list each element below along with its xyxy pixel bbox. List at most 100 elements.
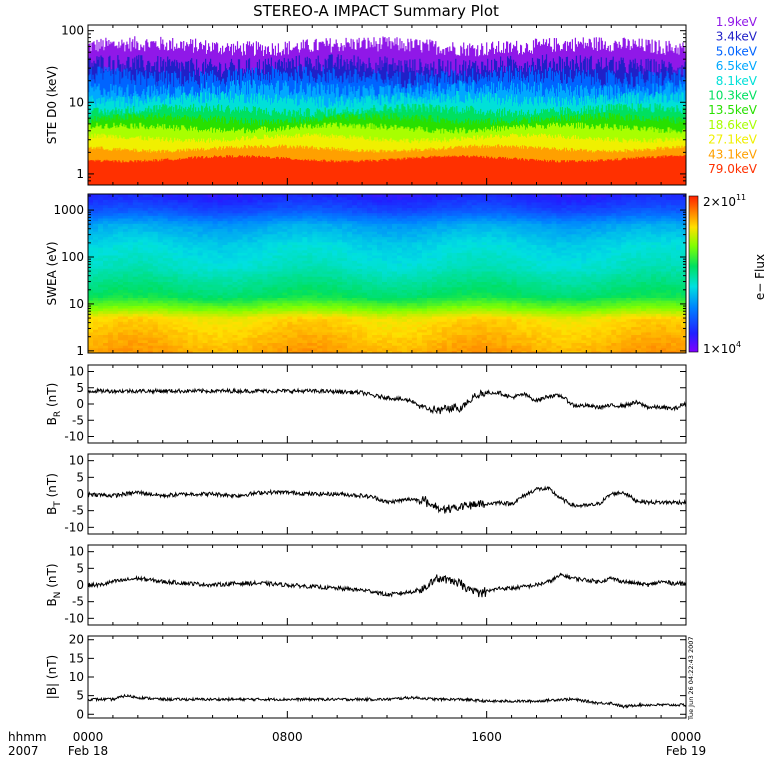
swea-cell [586,297,592,301]
swea-cell [367,350,373,353]
swea-cell [431,260,438,264]
swea-cell [357,284,363,288]
swea-cell [501,268,508,272]
swea-cell [596,249,602,253]
swea-cell [107,339,114,343]
swea-cell [192,347,199,351]
swea-cell [581,300,587,304]
swea-cell [397,254,403,259]
swea-cell [192,297,199,301]
swea-cell [546,297,553,301]
swea-cell [611,334,617,338]
swea-cell [426,265,433,269]
swea-cell [147,281,154,285]
swea-cell [541,307,548,312]
swea-cell [272,289,278,293]
swea-cell [307,281,313,285]
swea-cell [661,339,667,343]
swea-cell [157,347,164,351]
swea-cell [406,276,413,280]
swea-cell [596,273,602,277]
swea-cell [586,329,592,333]
swea-cell [202,334,209,338]
swea-cell [431,244,438,248]
swea-cell [337,334,343,338]
swea-cell [192,334,199,338]
swea-cell [117,281,124,285]
swea-cell [636,313,642,317]
swea-cell [352,307,358,312]
swea-cell [342,273,348,277]
swea-cell [501,300,508,304]
swea-cell [362,294,368,298]
swea-cell [646,350,652,353]
swea-cell [197,262,204,267]
swea-cell [466,268,473,272]
swea-cell [327,257,333,261]
swea-cell [656,247,662,251]
swea-cell [157,268,164,272]
swea-cell [626,326,632,330]
swea-cell [127,347,134,351]
swea-cell [606,281,612,285]
swea-cell [277,244,283,248]
swea-cell [192,300,199,304]
swea-cell [162,278,169,282]
swea-cell [481,254,488,259]
swea-cell [302,284,308,288]
swea-cell [112,268,119,272]
swea-cell [496,260,503,264]
swea-cell [446,310,453,314]
swea-cell [546,318,553,322]
swea-cell [387,321,393,325]
swea-cell [586,302,592,306]
swea-cell [217,284,224,288]
swea-cell [611,276,617,280]
swea-cell [377,329,383,333]
swea-cell [207,265,214,269]
swea-cell [367,307,373,312]
swea-cell [88,318,94,322]
swea-cell [292,305,298,309]
swea-cell [103,284,109,288]
swea-cell [586,249,592,253]
swea-cell [616,268,622,272]
swea-cell [297,329,303,333]
swea-cell [172,302,179,306]
swea-cell [197,294,204,298]
swea-cell [262,315,268,320]
swea-cell [177,284,184,288]
swea-cell [491,318,498,322]
swea-cell [302,278,308,282]
swea-cell [347,254,353,259]
swea-cell [661,326,667,330]
swea-cell [636,273,642,277]
swea-cell [651,270,657,275]
swea-cell [367,334,373,338]
swea-cell [606,294,612,298]
swea-cell [601,292,607,296]
swea-cell [576,345,582,349]
swea-cell [222,323,229,328]
swea-cell [397,331,403,335]
swea-cell [217,254,224,259]
swea-cell [167,276,174,280]
swea-cell [426,310,433,314]
swea-cell [461,257,468,261]
swea-cell [317,294,323,298]
swea-cell [103,315,109,320]
swea-cell [127,342,134,346]
swea-cell [137,310,144,314]
swea-cell [481,292,488,296]
swea-cell [132,326,139,330]
swea-cell [641,254,647,259]
swea-cell [491,307,498,312]
swea-cell [197,329,204,333]
swea-cell [302,297,308,301]
swea-cell [187,315,194,320]
swea-cell [416,305,423,309]
swea-cell [406,313,413,317]
swea-cell [227,310,234,314]
swea-cell [526,307,533,312]
swea-cell [681,337,686,341]
